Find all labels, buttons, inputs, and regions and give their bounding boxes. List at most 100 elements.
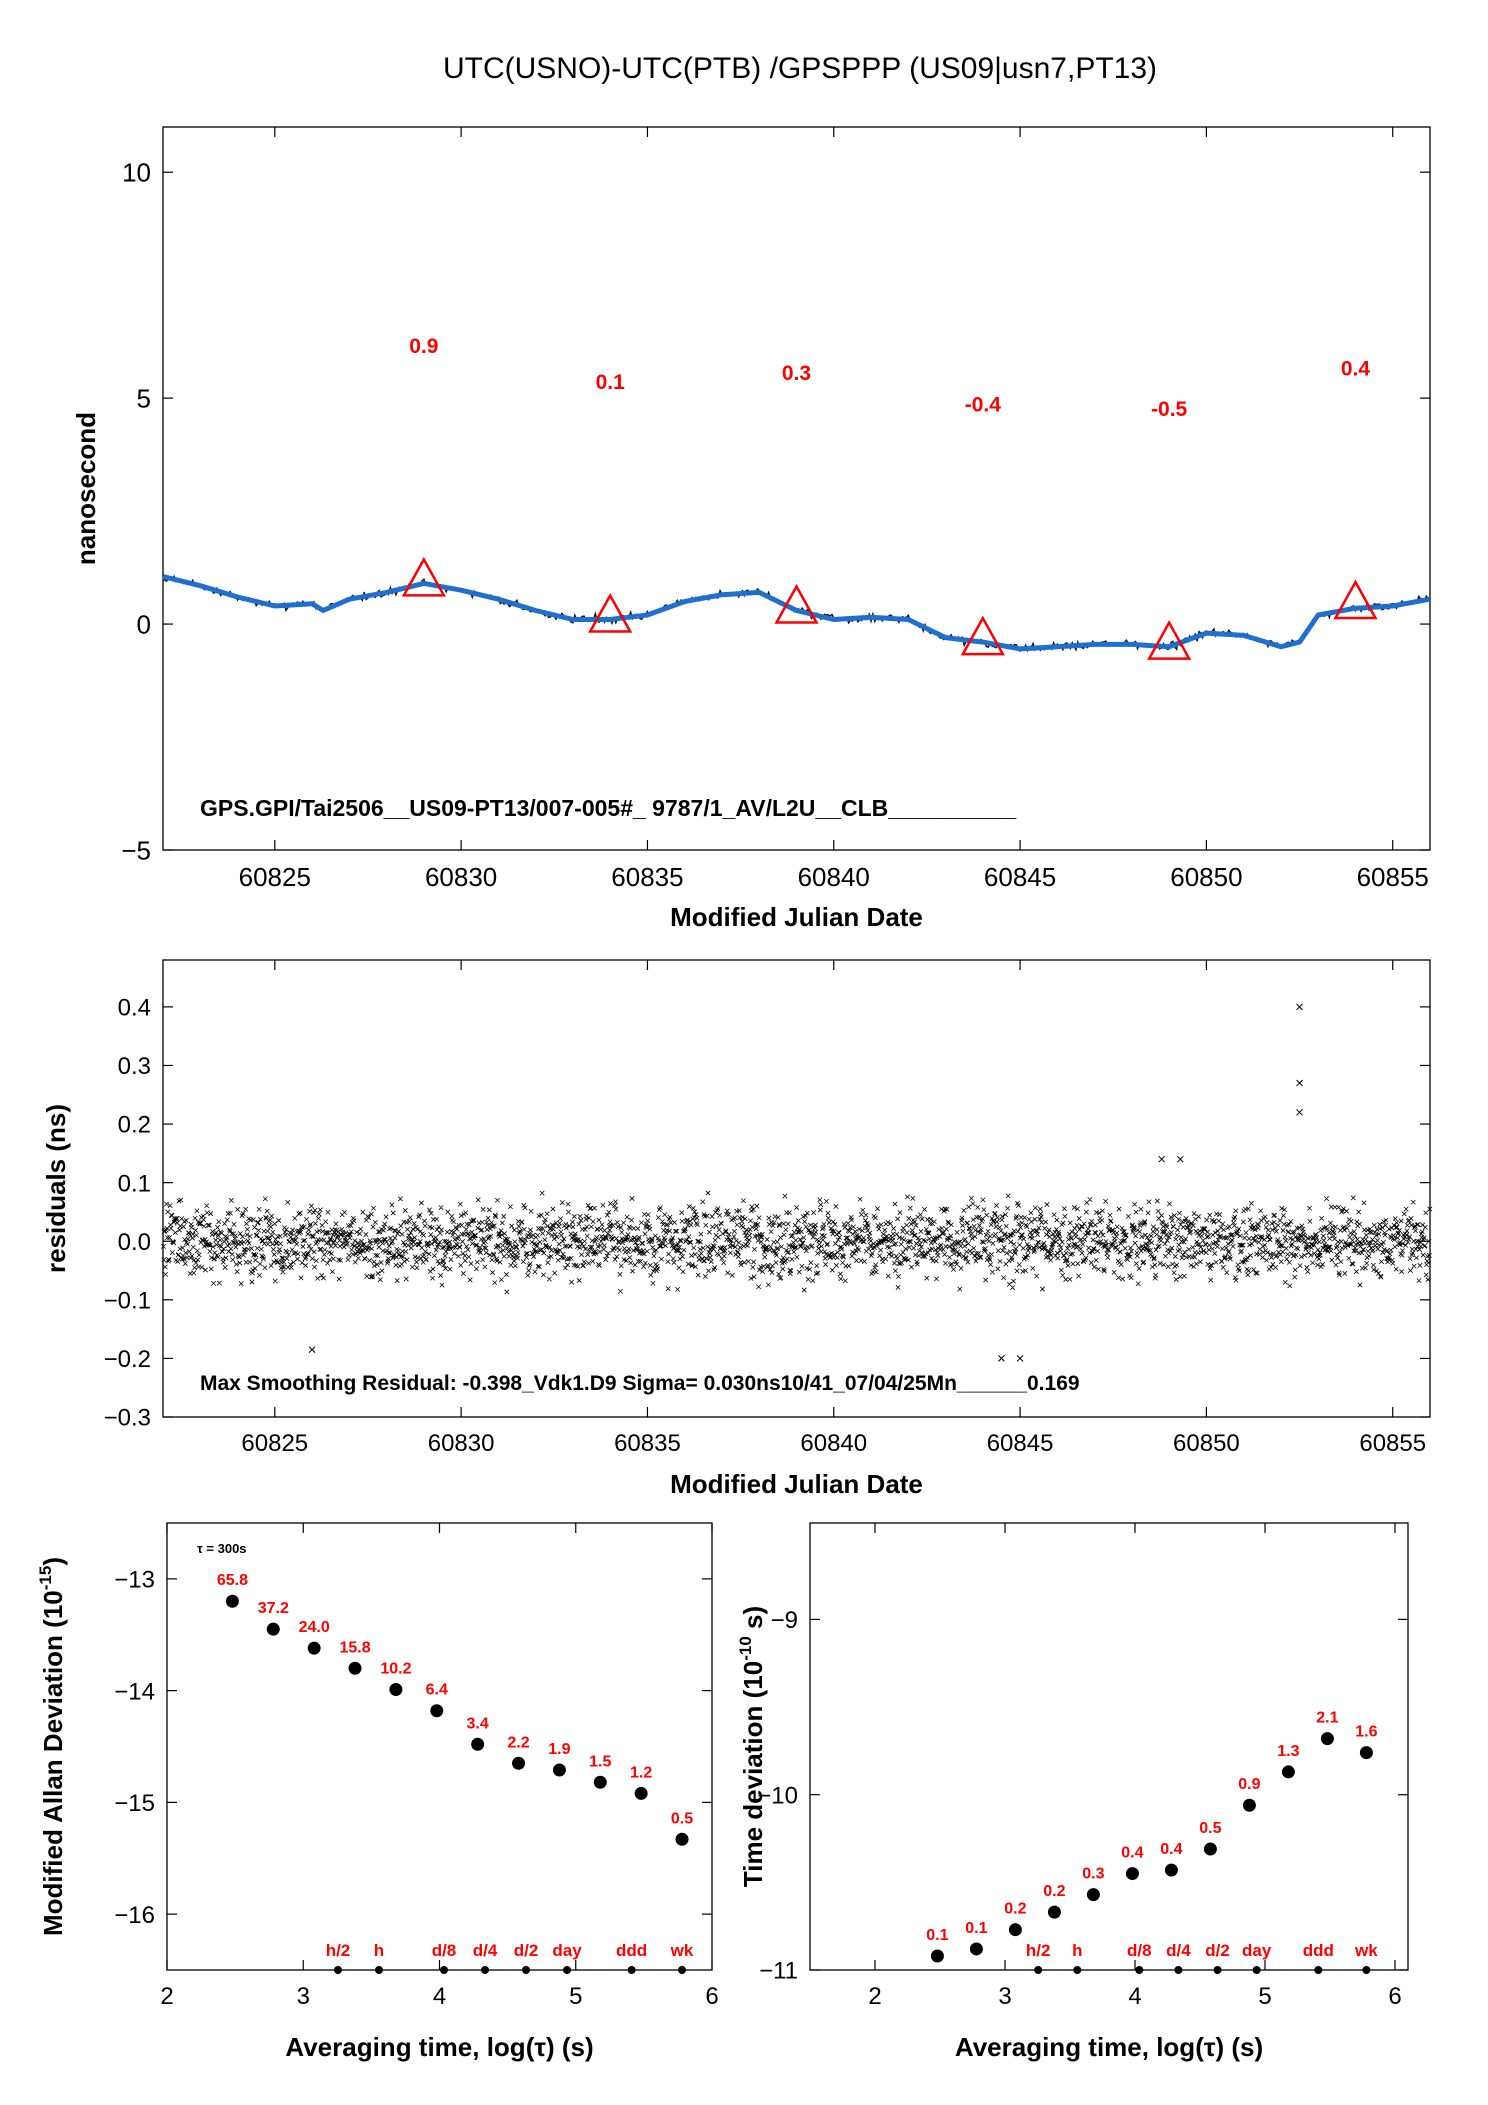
y-tick-label: 0 — [137, 609, 151, 639]
time-mark-label: d/4 — [1166, 1941, 1191, 1960]
deviation-point — [266, 1622, 280, 1636]
y-tick-label: −16 — [114, 1902, 155, 1929]
x-tick-label: 5 — [569, 1983, 582, 2010]
x-tick-label: 60825 — [239, 862, 311, 892]
deviation-point — [389, 1683, 403, 1697]
x-tick-label: 3 — [297, 1983, 310, 2010]
y-axis-label: Time deviation (10-10 s) — [736, 1606, 768, 1887]
plot-frame — [166, 1522, 713, 1971]
page-title: UTC(USNO)-UTC(PTB) /GPSPPP (US09|usn7,PT… — [443, 52, 1157, 85]
deviation-value-label: 2.1 — [1316, 1710, 1338, 1727]
deviation-point — [675, 1832, 689, 1846]
x-tick-label: 60855 — [1357, 862, 1429, 892]
y-tick-label: 0.3 — [118, 1053, 151, 1080]
y-tick-label: −0.2 — [104, 1346, 151, 1373]
plot-frame — [162, 126, 1431, 851]
y-axis-label-end: s) — [738, 1606, 768, 1636]
y-tick-label: −13 — [114, 1567, 155, 1594]
deviation-value-label: 65.8 — [217, 1572, 248, 1589]
deviation-point — [1086, 1888, 1100, 1902]
time-mark-point — [1034, 1966, 1043, 1974]
deviation-point — [969, 1942, 983, 1956]
time-mark-point — [481, 1966, 490, 1974]
y-tick-label: 0.0 — [118, 1229, 151, 1256]
offset-plot: 60825 60830 60835 60840 60845 60850 60855 −5 0 5 1… — [71, 126, 1431, 932]
deviation-point — [1242, 1798, 1256, 1812]
x-tick-label: 5 — [1258, 1983, 1271, 2010]
y-tick-label: 10 — [122, 158, 151, 188]
deviation-point — [1047, 1905, 1061, 1919]
triangle-marker — [1333, 579, 1378, 620]
y-tick-label: 0.1 — [118, 1170, 151, 1197]
x-tick-label: 60830 — [425, 862, 497, 892]
residual-outlier-marker — [1158, 1155, 1166, 1163]
time-mark-point — [439, 1966, 448, 1974]
residual-outlier-marker — [1296, 1079, 1303, 1087]
x-tick-label: 60835 — [614, 1430, 681, 1457]
residual-outlier-marker — [1016, 1355, 1024, 1362]
deviation-value-label: 15.8 — [339, 1639, 370, 1656]
smoothed-series-line — [162, 574, 1431, 652]
marker-value-label: 0.3 — [782, 362, 811, 385]
deviation-value-label: 0.4 — [1121, 1845, 1143, 1862]
residual-outlier-marker — [998, 1355, 1005, 1362]
x-tick-label: 2 — [868, 1983, 881, 2010]
time-mark-label: h/2 — [326, 1941, 351, 1960]
x-tick-label: 60855 — [1359, 1430, 1426, 1457]
deviation-point — [512, 1756, 526, 1770]
y-tick-label: 0.2 — [118, 1112, 151, 1139]
x-axis-label: Modified Julian Date — [670, 1469, 923, 1499]
time-mark-point — [1174, 1966, 1183, 1974]
y-tick-label: −0.3 — [104, 1405, 151, 1432]
time-mark-label: h — [1072, 1941, 1082, 1960]
x-tick-label: 60845 — [987, 1430, 1054, 1457]
time-mark-label: h/2 — [1026, 1941, 1051, 1960]
time-mark-point — [627, 1966, 636, 1974]
deviation-value-label: 1.5 — [589, 1753, 611, 1770]
time-mark-point — [522, 1966, 531, 1974]
x-tick-label: 60840 — [798, 862, 870, 892]
tau-note: τ = 300s — [197, 1541, 247, 1556]
deviation-value-label: 2.2 — [507, 1734, 529, 1751]
deviation-value-label: 0.2 — [1043, 1883, 1065, 1900]
y-axis-label-exponent: -10 — [736, 1636, 755, 1661]
deviation-value-label: 0.2 — [1004, 1901, 1026, 1918]
deviation-point — [634, 1786, 648, 1800]
tdev-plot: 2 3 4 5 6 −11 −10 −9 Averaging time, log(τ) (s) T… — [736, 1522, 1409, 2062]
x-tick-label: 3 — [998, 1983, 1011, 2010]
deviation-value-label: 0.5 — [1199, 1820, 1221, 1837]
x-axis-label: Modified Julian Date — [670, 902, 923, 932]
deviation-point — [930, 1949, 944, 1963]
marker-value-label: -0.4 — [965, 394, 1002, 417]
time-mark-point — [375, 1966, 384, 1974]
deviation-value-label: 1.9 — [548, 1741, 570, 1758]
marker-value-label: -0.5 — [1151, 398, 1188, 421]
time-mark-label: day — [1242, 1941, 1272, 1960]
marker-value-label: 0.9 — [409, 335, 438, 358]
triangle-marker — [960, 615, 1005, 656]
y-axis-label: residuals (ns) — [41, 1104, 71, 1273]
deviation-point — [471, 1737, 485, 1751]
x-tick-label: 6 — [1388, 1983, 1401, 2010]
x-tick-label: 60840 — [800, 1430, 867, 1457]
time-mark-label: d/4 — [473, 1941, 498, 1960]
x-tick-label: 60845 — [984, 862, 1056, 892]
x-tick-label: 6 — [705, 1983, 718, 2010]
deviation-point — [430, 1704, 444, 1718]
x-tick-label: 60835 — [611, 862, 683, 892]
time-mark-point — [1213, 1966, 1222, 1974]
deviation-point — [1359, 1746, 1373, 1760]
x-axis-label: Averaging time, log(τ) (s) — [285, 2032, 593, 2062]
y-tick-label: 5 — [137, 383, 151, 413]
triangle-marker — [774, 583, 819, 624]
deviation-point — [552, 1763, 566, 1777]
deviation-point — [1008, 1923, 1022, 1937]
y-tick-label: −15 — [114, 1790, 155, 1817]
deviation-value-label: 0.3 — [1082, 1866, 1104, 1883]
triangle-marker — [401, 556, 446, 597]
deviation-value-label: 3.4 — [467, 1715, 489, 1732]
time-mark-label: h — [374, 1941, 384, 1960]
plot-frame — [162, 959, 1431, 1418]
time-mark-point — [1314, 1966, 1323, 1974]
y-tick-label: 0.4 — [118, 995, 151, 1022]
